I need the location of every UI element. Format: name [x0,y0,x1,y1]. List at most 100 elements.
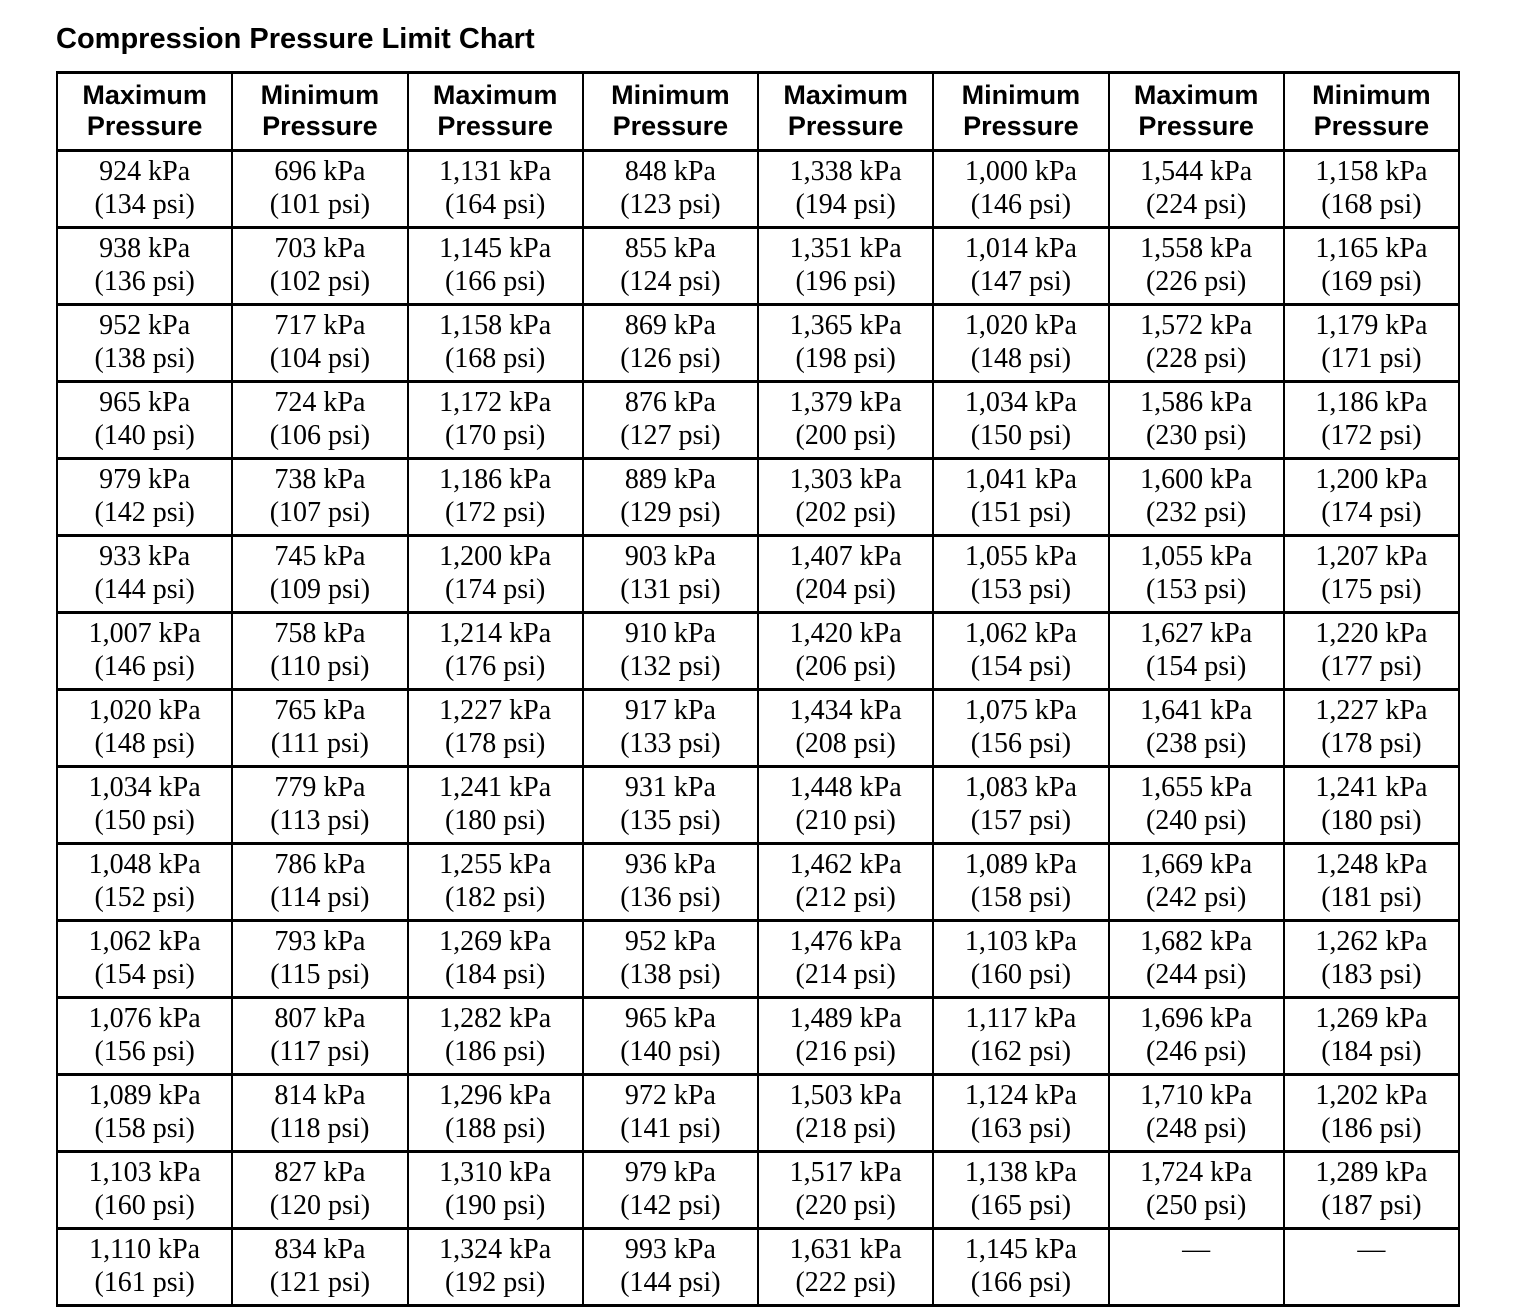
kpa-value: 1,338 kPa [789,156,902,188]
pressure-cell: 1,034 kPa (150 psi) [932,380,1110,461]
psi-value: (146 psi) [94,650,195,682]
psi-value: (121 psi) [269,1266,371,1298]
psi-value: (118 psi) [270,1112,370,1144]
psi-value: (186 psi) [444,1035,546,1067]
header-cell: Minimum Pressure [581,70,760,153]
pressure-cell: 965 kPa (140 psi) [581,996,760,1077]
psi-value: (180 psi) [1321,804,1422,836]
pressure-cell: 933 kPa (144 psi) [55,534,234,615]
kpa-value: 1,165 kPa [1315,233,1428,265]
psi-value: (212 psi) [795,881,896,913]
psi-value: (165 psi) [970,1189,1072,1221]
psi-value: (172 psi) [444,496,546,528]
kpa-value: 1,296 kPa [439,1080,552,1112]
psi-value: (174 psi) [1321,496,1422,528]
pressure-cell: 1,365 kPa (198 psi) [756,303,935,384]
kpa-value: 1,020 kPa [88,695,201,727]
psi-value: (153 psi) [970,573,1072,605]
psi-value: (152 psi) [94,881,195,913]
psi-value: (120 psi) [269,1189,371,1221]
psi-value: (206 psi) [795,650,896,682]
pressure-cell: 1,062 kPa (154 psi) [932,611,1110,692]
psi-value: (156 psi) [94,1035,195,1067]
kpa-value: 965 kPa [99,387,191,419]
pressure-cell: 1,220 kPa (177 psi) [1282,611,1461,692]
pressure-cell: 1,055 kPa (153 psi) [1107,534,1285,615]
pressure-cell: 952 kPa (138 psi) [55,303,234,384]
pressure-cell: 1,586 kPa (230 psi) [1107,380,1285,461]
pressure-cell: 1,089 kPa (158 psi) [55,1073,234,1154]
kpa-value: 1,310 kPa [439,1157,552,1189]
kpa-value: 1,255 kPa [439,849,552,881]
psi-value: (220 psi) [795,1189,896,1221]
pressure-cell: 1,627 kPa (154 psi) [1107,611,1285,692]
psi-value: (154 psi) [970,650,1072,682]
kpa-value: 903 kPa [624,541,716,573]
psi-value: (140 psi) [620,1035,721,1067]
psi-value [1112,1267,1281,1300]
psi-value: (246 psi) [1145,1035,1247,1067]
psi-value: (146 psi) [970,188,1072,220]
kpa-value: 779 kPa [274,772,366,804]
psi-value: (138 psi) [620,958,721,990]
psi-value: (216 psi) [795,1035,896,1067]
psi-value: (186 psi) [1321,1112,1422,1144]
kpa-value: 1,103 kPa [88,1157,201,1189]
pressure-cell: 1,214 kPa (176 psi) [406,611,584,692]
psi-value: (134 psi) [94,188,195,220]
kpa-value: 1,682 kPa [1140,926,1253,958]
psi-value: (135 psi) [620,804,721,836]
pressure-cell: 1,020 kPa (148 psi) [932,303,1110,384]
psi-value: (138 psi) [94,342,195,374]
kpa-value: 1,227 kPa [1315,695,1428,727]
kpa-value: 1,241 kPa [439,772,552,804]
kpa-value: 1,489 kPa [789,1003,902,1035]
kpa-value: 1,034 kPa [964,387,1077,419]
kpa-value: 834 kPa [274,1234,366,1266]
pressure-cell: 910 kPa (132 psi) [581,611,760,692]
kpa-value: 1,724 kPa [1140,1157,1253,1189]
header-row: Maximum Pressure Minimum Pressure Maximum … [55,70,1461,153]
table-row: 1,048 kPa (152 psi) 786 kPa (114 psi) 1,255 … [55,842,1461,923]
kpa-value: 1,379 kPa [789,387,902,419]
psi-value: (115 psi) [270,958,370,990]
pressure-cell: 1,282 kPa (186 psi) [406,996,584,1077]
psi-value: (168 psi) [444,342,546,374]
pressure-cell: 1,558 kPa (226 psi) [1107,226,1285,307]
kpa-value: 1,420 kPa [789,618,902,650]
kpa-value: 1,200 kPa [439,541,552,573]
kpa-value: 979 kPa [624,1157,716,1189]
pressure-cell: 1,048 kPa (152 psi) [55,842,234,923]
kpa-value: 1,710 kPa [1140,1080,1253,1112]
pressure-cell: 1,489 kPa (216 psi) [756,996,935,1077]
psi-value: (208 psi) [795,727,896,759]
pressure-cell: — [1282,1227,1461,1307]
pressure-cell: 1,075 kPa (156 psi) [932,688,1110,769]
psi-value: (133 psi) [620,727,721,759]
pressure-cell: 1,682 kPa (244 psi) [1107,919,1285,1000]
pressure-cell: 1,200 kPa (174 psi) [1282,457,1461,538]
pressure-cell: 807 kPa (117 psi) [231,996,409,1077]
psi-value: (166 psi) [970,1266,1072,1298]
pressure-cell: 786 kPa (114 psi) [231,842,409,923]
header-cell: Minimum Pressure [1282,70,1461,153]
pressure-cell: 1,310 kPa (190 psi) [406,1150,584,1231]
pressure-cell: 1,083 kPa (157 psi) [932,765,1110,846]
psi-value: (170 psi) [444,419,546,451]
pressure-cell: 938 kPa (136 psi) [55,226,234,307]
psi-value: (242 psi) [1145,881,1247,913]
psi-value: (160 psi) [970,958,1072,990]
kpa-value: 1,324 kPa [439,1234,552,1266]
pressure-cell: 1,103 kPa (160 psi) [932,919,1110,1000]
pressure-cell: 1,724 kPa (250 psi) [1107,1150,1285,1231]
psi-value: (210 psi) [795,804,896,836]
pressure-cell: 952 kPa (138 psi) [581,919,760,1000]
kpa-value: 1,365 kPa [789,310,902,342]
pressure-cell: 1,241 kPa (180 psi) [406,765,584,846]
psi-value: (161 psi) [94,1266,195,1298]
psi-value: (101 psi) [269,188,371,220]
psi-value: (172 psi) [1321,419,1422,451]
kpa-value: 889 kPa [624,464,716,496]
pressure-cell: 1,248 kPa (181 psi) [1282,842,1461,923]
psi-value: (222 psi) [795,1266,896,1298]
